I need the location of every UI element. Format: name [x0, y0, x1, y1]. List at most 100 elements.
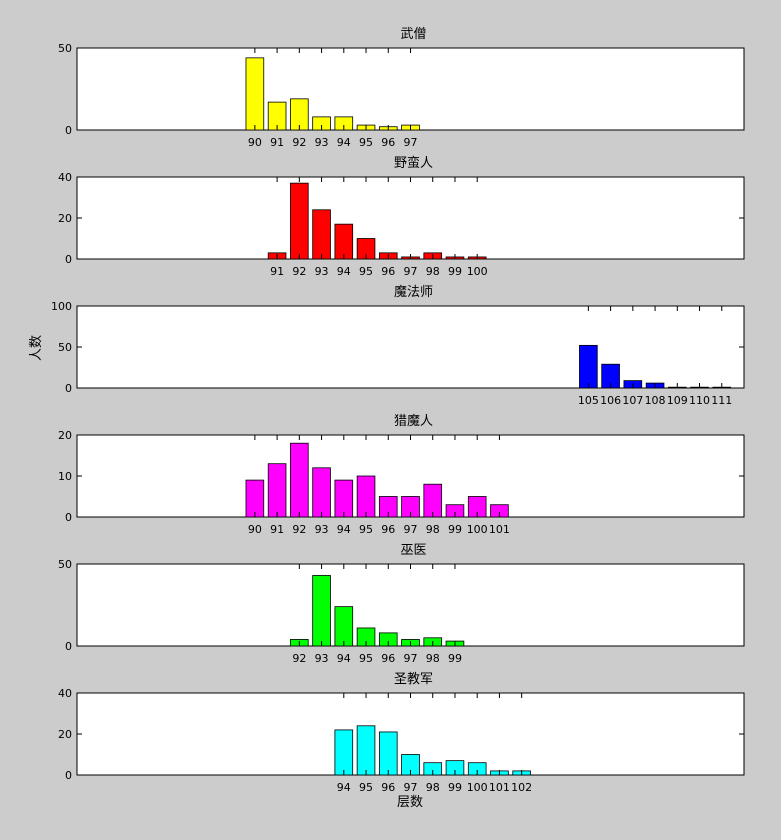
axes-box — [76, 305, 745, 389]
x-tick-label: 100 — [467, 265, 488, 278]
subplot-6: 圣教军 0 20 40 94 95 96 97 98 99 100 101 102 — [58, 671, 745, 794]
x-tick-label: 111 — [711, 394, 732, 407]
x-tick-label: 101 — [489, 781, 510, 794]
bar — [334, 606, 354, 647]
bar — [312, 209, 331, 260]
x-tick-label: 90 — [248, 523, 262, 536]
x-tick-label: 91 — [270, 265, 284, 278]
x-tick-label: 99 — [448, 265, 462, 278]
subplot-3: 魔法师 0 50 100 105 106 107 108 109 110 111 — [51, 285, 745, 407]
bar — [312, 467, 331, 518]
x-tick-label: 93 — [315, 265, 329, 278]
x-tick-label: 99 — [448, 523, 462, 536]
subplot-4: 猎魔人 0 10 20 90 91 92 93 94 95 96 97 98 99 100 101 — [58, 414, 745, 536]
x-tick-label: 91 — [270, 136, 284, 149]
subplot-title: 猎魔人 — [394, 414, 433, 429]
bar — [334, 479, 354, 518]
axes-box — [76, 47, 745, 131]
x-axis-label: 层数 — [397, 795, 423, 810]
x-tick-label: 95 — [359, 652, 373, 665]
x-tick-label: 94 — [337, 781, 351, 794]
bar — [245, 57, 265, 131]
x-tick-label: 91 — [270, 523, 284, 536]
x-tick-label: 94 — [337, 652, 351, 665]
x-tick-label: 94 — [337, 136, 351, 149]
x-tick-label: 98 — [426, 781, 440, 794]
y-tick-label: 40 — [58, 171, 72, 184]
x-tick-label: 96 — [381, 136, 395, 149]
y-tick-label: 50 — [58, 341, 72, 354]
x-tick-label: 109 — [667, 394, 688, 407]
x-tick-label: 90 — [248, 136, 262, 149]
axes-box — [76, 563, 745, 647]
x-tick-label: 106 — [600, 394, 621, 407]
x-tick-label: 98 — [426, 652, 440, 665]
bar — [334, 223, 354, 260]
x-tick-label: 95 — [359, 781, 373, 794]
x-tick-label: 102 — [511, 781, 532, 794]
y-tick-label: 100 — [51, 300, 72, 313]
x-tick-label: 98 — [426, 265, 440, 278]
subplot-title: 野蛮人 — [394, 155, 433, 171]
y-axis-label: 人数 — [29, 335, 44, 361]
y-tick-label: 50 — [58, 558, 72, 571]
y-tick-label: 0 — [65, 769, 72, 782]
x-tick-label: 96 — [381, 523, 395, 536]
x-tick-label: 92 — [292, 265, 306, 278]
x-tick-label: 94 — [337, 265, 351, 278]
x-tick-label: 108 — [645, 394, 666, 407]
subplot-1: 武僧 0 50 90 91 92 93 94 95 96 97 — [58, 27, 745, 149]
y-tick-label: 40 — [58, 687, 72, 700]
bar — [356, 475, 376, 518]
bar — [378, 731, 398, 776]
x-tick-label: 99 — [448, 652, 462, 665]
x-tick-label: 100 — [467, 781, 488, 794]
y-tick-label: 0 — [65, 640, 72, 653]
x-tick-label: 95 — [359, 136, 373, 149]
bar — [334, 729, 354, 776]
y-tick-label: 0 — [65, 511, 72, 524]
x-tick-label: 92 — [292, 652, 306, 665]
y-tick-label: 10 — [58, 470, 72, 483]
bar — [267, 463, 287, 518]
x-tick-label: 94 — [337, 523, 351, 536]
x-tick-label: 97 — [404, 523, 418, 536]
x-tick-label: 95 — [359, 523, 373, 536]
y-tick-label: 50 — [58, 42, 72, 55]
bar — [290, 442, 309, 518]
x-tick-label: 92 — [292, 523, 306, 536]
subplot-title: 魔法师 — [394, 285, 433, 300]
x-tick-label: 93 — [315, 136, 329, 149]
x-tick-label: 107 — [622, 394, 643, 407]
x-tick-label: 98 — [426, 523, 440, 536]
x-tick-label: 96 — [381, 652, 395, 665]
x-tick-label: 101 — [489, 523, 510, 536]
bar — [290, 182, 309, 260]
bar — [579, 344, 598, 389]
subplot-5: 巫医 0 50 92 93 94 95 96 97 98 99 — [58, 543, 745, 665]
bar — [245, 479, 265, 518]
x-tick-label: 97 — [404, 265, 418, 278]
y-tick-label: 0 — [65, 382, 72, 395]
x-tick-label: 96 — [381, 265, 395, 278]
subplot-title: 巫医 — [400, 543, 426, 558]
subplot-2: 野蛮人 0 20 40 91 92 93 94 95 96 97 98 99 100 — [58, 155, 745, 278]
x-tick-label: 100 — [467, 523, 488, 536]
subplot-title: 武僧 — [400, 27, 426, 42]
axes-box — [76, 176, 745, 260]
bar — [356, 725, 376, 776]
y-tick-label: 20 — [58, 429, 72, 442]
subplot-panels: 武僧 0 50 90 91 92 93 94 95 96 97 野蛮人 0 20 40 91 92 93 94 95 9… — [51, 27, 745, 794]
x-tick-label: 97 — [404, 652, 418, 665]
x-tick-label: 99 — [448, 781, 462, 794]
y-tick-label: 0 — [65, 124, 72, 137]
x-tick-label: 93 — [315, 523, 329, 536]
x-tick-label: 97 — [404, 136, 418, 149]
x-tick-label: 96 — [381, 781, 395, 794]
x-tick-label: 95 — [359, 265, 373, 278]
bar — [312, 575, 331, 647]
y-tick-label: 0 — [65, 253, 72, 266]
y-tick-label: 20 — [58, 212, 72, 225]
x-tick-label: 105 — [578, 394, 599, 407]
